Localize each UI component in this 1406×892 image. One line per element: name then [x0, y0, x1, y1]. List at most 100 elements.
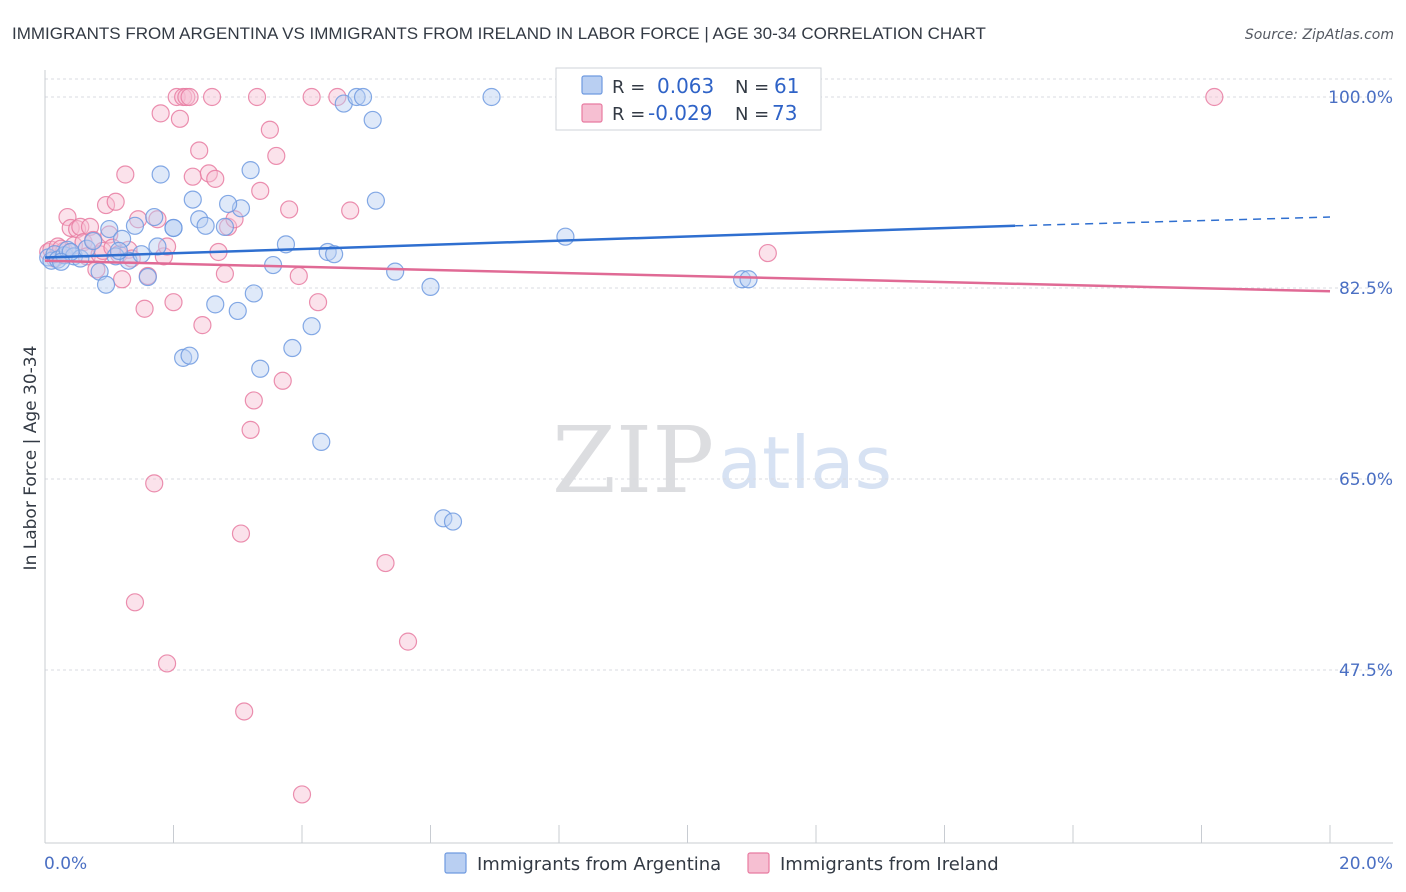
data-point [112, 229, 132, 248]
data-point [100, 219, 119, 239]
trend-line-argentina [44, 224, 1016, 259]
data-point [58, 207, 77, 227]
trend-line-argentina-projection [1015, 216, 1331, 227]
points-ireland [39, 87, 1224, 804]
y-axis-label: In Labor Force | Age 30-34 [21, 346, 41, 571]
data-point [434, 509, 453, 528]
data-point [302, 87, 321, 107]
watermark-zip: ZIP [552, 407, 714, 514]
data-point [109, 241, 128, 260]
data-point [228, 301, 247, 321]
y-tick-label: 65.0% [1339, 470, 1393, 490]
data-point [328, 87, 347, 107]
data-point [96, 275, 116, 294]
legend-label-argentina: Immigrants from Argentina [477, 854, 721, 875]
data-point [347, 87, 366, 107]
points-argentina [39, 87, 758, 531]
x-tick-label-min: 0.0% [44, 854, 87, 874]
data-point [190, 141, 209, 160]
data-point [151, 165, 170, 184]
data-point [366, 191, 385, 210]
data-point [112, 270, 132, 289]
stats-swatch-ireland [581, 103, 603, 123]
data-point [164, 293, 183, 312]
data-point [96, 195, 116, 215]
data-point [157, 654, 177, 673]
stats-legend: R = 0.063 N = 61 R = -0.029 N = 73 [555, 67, 822, 131]
data-point [325, 245, 344, 264]
stats-n-value-argentina: 61 [774, 74, 799, 98]
data-point [193, 316, 212, 335]
x-tick-label-max: 20.0% [1339, 854, 1393, 874]
data-point [302, 317, 321, 336]
data-point [280, 200, 299, 219]
data-point [215, 217, 234, 236]
data-point [180, 87, 199, 107]
data-point [247, 87, 267, 107]
data-point [421, 277, 440, 297]
data-point [292, 785, 312, 804]
axes [44, 70, 1393, 844]
data-point [167, 87, 186, 107]
data-point [267, 146, 286, 166]
data-point [376, 553, 395, 573]
data-point [398, 632, 418, 651]
legend-swatch-argentina [444, 852, 467, 874]
data-point [206, 169, 225, 188]
data-point [215, 264, 234, 283]
y-tick-label: 82.5% [1339, 279, 1393, 299]
data-point [251, 359, 270, 378]
data-point [145, 474, 164, 493]
data-point [739, 270, 758, 289]
data-point [138, 267, 157, 287]
data-point [183, 190, 202, 209]
watermark-atlas: atlas [718, 421, 892, 505]
data-point [733, 270, 752, 289]
data-point [241, 161, 260, 180]
data-point [164, 218, 183, 238]
data-point [71, 217, 90, 236]
data-point [353, 87, 373, 107]
data-point [190, 210, 209, 229]
data-point [206, 295, 225, 314]
stats-r-label-argentina: R = [612, 77, 645, 98]
chart-source: Source: ZipAtlas.com [1245, 27, 1394, 43]
data-point [202, 87, 222, 107]
data-point [145, 207, 164, 227]
legend-label-ireland: Immigrants from Ireland [780, 854, 999, 875]
y-tick-label: 100.0% [1328, 88, 1393, 108]
data-point [170, 109, 190, 128]
y-tick-label: 47.5% [1339, 661, 1393, 681]
data-point [157, 237, 177, 256]
data-point [106, 192, 125, 211]
data-point [61, 218, 80, 238]
data-point [244, 284, 263, 303]
data-point [135, 299, 154, 318]
data-point [308, 293, 328, 312]
stats-r-label-ireland: R = [612, 104, 645, 125]
data-point [125, 593, 145, 612]
data-point [273, 371, 292, 390]
data-point [758, 243, 777, 263]
data-point [154, 247, 173, 266]
data-point [219, 194, 238, 214]
data-point [482, 87, 501, 107]
data-point [443, 512, 463, 531]
data-point [196, 216, 215, 235]
stats-swatch-argentina [581, 75, 603, 95]
data-point [556, 227, 575, 246]
data-point [260, 120, 279, 139]
data-point [386, 262, 405, 281]
stats-n-value-ireland: 73 [772, 101, 797, 125]
data-point [148, 237, 167, 256]
data-point [225, 210, 244, 229]
data-point [341, 201, 360, 220]
stats-r-value-ireland: -0.029 [648, 101, 712, 125]
data-point [125, 216, 145, 235]
trend-lines [44, 216, 1331, 293]
data-point [116, 165, 135, 184]
stats-r-value-argentina: 0.063 [657, 74, 714, 98]
data-point [363, 110, 382, 130]
data-point [183, 167, 202, 186]
